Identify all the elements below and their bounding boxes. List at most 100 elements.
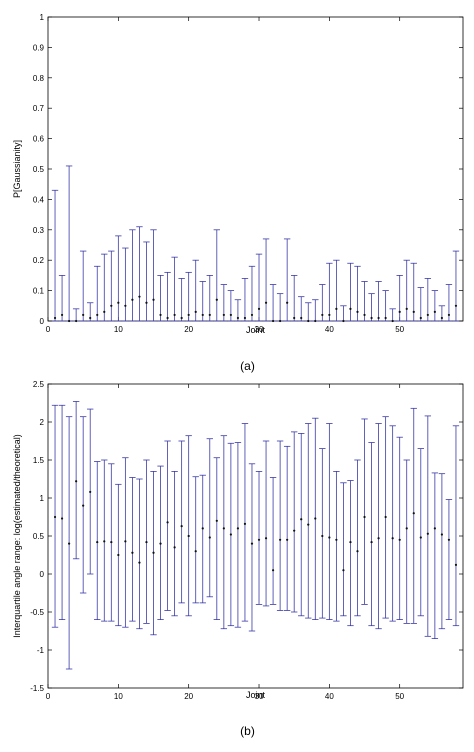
y-tick-label: 0 [40, 317, 45, 326]
data-point [286, 538, 289, 541]
data-point [419, 536, 422, 539]
data-point [391, 319, 394, 323]
data-point [328, 536, 331, 539]
subplot-label: (b) [240, 724, 255, 738]
data-point [447, 538, 451, 541]
y-tick-label: 0.2 [33, 256, 45, 265]
data-point [103, 540, 106, 543]
data-point [271, 569, 275, 572]
data-point [187, 313, 190, 317]
data-point [208, 536, 211, 539]
data-point [124, 304, 127, 307]
data-point [293, 529, 296, 532]
data-point [53, 316, 57, 320]
data-point [370, 316, 373, 320]
data-point [180, 316, 183, 320]
y-tick-label: 1 [40, 13, 45, 22]
data-point [412, 512, 415, 515]
data-point [349, 540, 352, 544]
data-point [307, 523, 310, 526]
data-point [398, 310, 401, 313]
data-point [454, 563, 458, 566]
data-point [433, 527, 436, 530]
data-point [426, 532, 429, 535]
x-tick-label: 30 [255, 692, 264, 701]
subplot-label: (a) [240, 359, 255, 373]
data-point [363, 515, 366, 519]
data-point [138, 295, 141, 298]
data-point [124, 540, 127, 543]
data-point [173, 313, 176, 317]
data-point [243, 522, 247, 525]
data-point [250, 313, 254, 317]
y-tick-label: -0.5 [30, 608, 44, 617]
data-point [89, 490, 92, 494]
data-point [173, 546, 176, 549]
data-point [440, 316, 443, 320]
data-point [363, 313, 366, 317]
data-point [201, 527, 204, 530]
y-axis-label: P[Gaussianity] [12, 140, 22, 198]
data-point [75, 480, 78, 483]
data-point [82, 313, 85, 317]
data-point [279, 319, 282, 323]
data-point [264, 301, 268, 304]
data-point [89, 316, 92, 320]
x-axis-label: Joint [246, 325, 266, 335]
data-point [433, 310, 436, 313]
x-tick-label: 40 [325, 692, 334, 701]
x-tick-label: 20 [184, 325, 193, 334]
x-tick-label: 30 [255, 325, 264, 334]
data-point [117, 301, 120, 304]
data-point [314, 517, 317, 520]
data-point [384, 316, 387, 320]
data-point [159, 542, 162, 545]
data-point [215, 519, 218, 522]
data-point [236, 316, 240, 320]
chart-a: 00.10.20.30.40.50.60.70.80.910 10 20 30 40 50… [12, 13, 464, 373]
data-point [335, 307, 338, 310]
data-point [321, 534, 324, 538]
data-point [300, 518, 303, 521]
data-point [335, 538, 338, 541]
y-tick-label: -1 [37, 646, 45, 655]
data-point [236, 527, 240, 530]
data-point [370, 540, 373, 544]
data-point [110, 540, 113, 544]
data-point [222, 527, 225, 530]
chart-b: -1.5 -1 -0.5 0 0.5 1 1.5 2 2.5 0 10 20 30 40 50 Joint In… [12, 380, 464, 738]
data-point [208, 313, 211, 317]
data-point [243, 316, 247, 320]
data-point [201, 313, 204, 317]
data-point [82, 504, 85, 507]
y-tick-label: 2 [40, 418, 45, 427]
data-point [222, 313, 225, 317]
x-tick-label: 40 [325, 325, 334, 334]
data-point [384, 515, 387, 519]
data-point [405, 307, 408, 310]
data-point [356, 550, 359, 553]
x-tick-label: 50 [395, 692, 404, 701]
x-tick-label: 50 [395, 325, 404, 334]
data-point [377, 316, 380, 320]
data-point [131, 551, 134, 554]
data-point [145, 301, 148, 304]
y-tick-label: 0.7 [33, 104, 45, 113]
data-point [419, 316, 422, 320]
data-point [229, 533, 232, 536]
y-tick-label: 0.9 [33, 43, 45, 52]
data-point [117, 553, 120, 557]
y-tick-label: 0.5 [33, 165, 45, 174]
data-point [152, 551, 155, 554]
x-tick-label: 10 [114, 325, 123, 334]
data-point [293, 316, 296, 320]
data-point [131, 298, 134, 301]
data-point [96, 540, 99, 544]
x-tick-label: 0 [46, 325, 51, 334]
data-point [307, 319, 310, 323]
data-point [159, 313, 162, 317]
data-point [328, 313, 331, 317]
y-tick-label: 0.5 [33, 532, 45, 541]
data-point [342, 569, 345, 572]
